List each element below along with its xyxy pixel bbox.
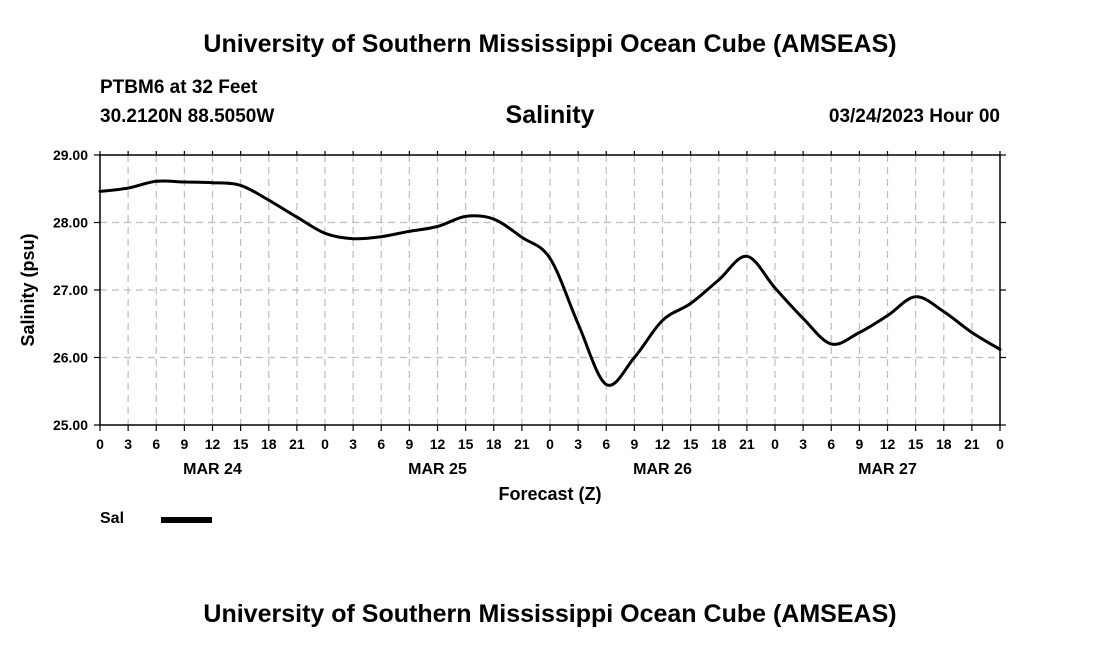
- x-tick-label: 18: [936, 436, 952, 452]
- y-tick-label: 28.00: [53, 215, 88, 231]
- x-tick-label: 3: [349, 436, 357, 452]
- x-tick-label: 3: [124, 436, 132, 452]
- y-tick-label: 25.00: [53, 417, 88, 433]
- x-tick-label: 0: [771, 436, 779, 452]
- day-label: MAR 27: [858, 461, 917, 478]
- day-label: MAR 26: [633, 461, 692, 478]
- page-title: University of Southern Mississippi Ocean…: [203, 30, 897, 58]
- x-tick-label: 0: [996, 436, 1004, 452]
- series-layer: [98, 179, 1002, 387]
- forecast-date-label: 03/24/2023 Hour 00: [828, 106, 1000, 127]
- x-tick-label: 21: [964, 436, 980, 452]
- legend-swatch-sal: [161, 517, 212, 523]
- x-axis-label: Forecast (Z): [498, 484, 601, 504]
- day-label: MAR 24: [183, 461, 242, 478]
- x-tick-label: 15: [908, 436, 924, 452]
- x-tick-label: 18: [261, 436, 277, 452]
- x-tick-label: 9: [630, 436, 638, 452]
- legend-label-sal: Sal: [100, 510, 125, 527]
- coordinates-label: 30.2120N 88.5050W: [100, 106, 275, 127]
- x-tick-label: 0: [96, 436, 104, 452]
- x-tick-label: 15: [233, 436, 249, 452]
- x-tick-label: 3: [799, 436, 807, 452]
- day-label: MAR 25: [408, 461, 467, 478]
- x-tick-label: 21: [289, 436, 305, 452]
- x-tick-label: 15: [458, 436, 474, 452]
- x-tick-label: 12: [205, 436, 221, 452]
- x-tick-label: 15: [683, 436, 699, 452]
- x-tick-label: 3: [574, 436, 582, 452]
- series-line-sal: [98, 179, 1002, 387]
- x-tick-label: 6: [602, 436, 610, 452]
- x-tick-label: 18: [711, 436, 727, 452]
- axis-ticks: 25.00 26.00 27.00 28.00 29.00 0 3 6 9 12 15 18 21 0 3 6…: [53, 147, 1006, 478]
- x-tick-label: 6: [152, 436, 160, 452]
- station-label: PTBM6 at 32 Feet: [100, 77, 258, 98]
- x-tick-label: 6: [827, 436, 835, 452]
- x-tick-label: 0: [321, 436, 329, 452]
- x-tick-label: 18: [486, 436, 502, 452]
- grid: [100, 155, 1000, 425]
- x-tick-label: 21: [739, 436, 755, 452]
- x-tick-label: 12: [880, 436, 896, 452]
- x-tick-label: 9: [405, 436, 413, 452]
- x-tick-label: 21: [514, 436, 530, 452]
- y-axis-label: Salinity (psu): [18, 233, 38, 346]
- x-tick-label: 12: [655, 436, 671, 452]
- y-tick-label: 27.00: [53, 282, 88, 298]
- x-tick-label: 6: [377, 436, 385, 452]
- x-tick-label: 9: [180, 436, 188, 452]
- footer-title: University of Southern Mississippi Ocean…: [203, 600, 897, 628]
- chart-title: Salinity: [505, 101, 595, 129]
- x-tick-label: 9: [855, 436, 863, 452]
- x-tick-label: 0: [546, 436, 554, 452]
- x-tick-label: 12: [430, 436, 446, 452]
- y-tick-label: 26.00: [53, 350, 88, 366]
- y-tick-label: 29.00: [53, 147, 88, 163]
